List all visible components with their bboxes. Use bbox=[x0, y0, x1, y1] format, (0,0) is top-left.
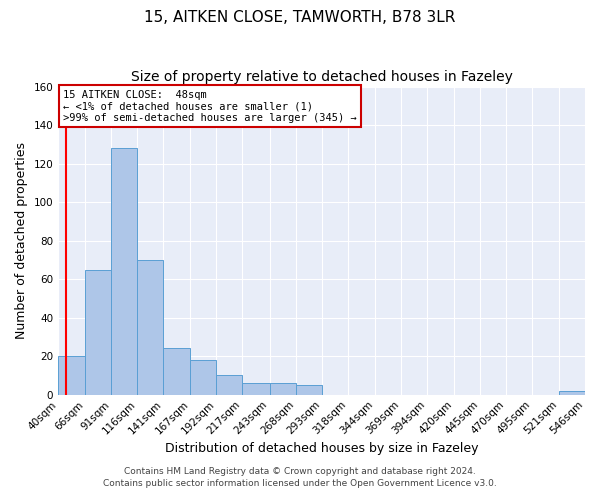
Bar bbox=[269, 383, 296, 394]
Title: Size of property relative to detached houses in Fazeley: Size of property relative to detached ho… bbox=[131, 70, 512, 84]
Y-axis label: Number of detached properties: Number of detached properties bbox=[15, 142, 28, 339]
Bar bbox=[163, 348, 190, 395]
X-axis label: Distribution of detached houses by size in Fazeley: Distribution of detached houses by size … bbox=[165, 442, 478, 455]
Bar bbox=[111, 148, 137, 394]
Text: Contains HM Land Registry data © Crown copyright and database right 2024.
Contai: Contains HM Land Registry data © Crown c… bbox=[103, 466, 497, 487]
Bar bbox=[242, 383, 269, 394]
Bar bbox=[58, 356, 85, 395]
Bar bbox=[85, 270, 111, 394]
Bar bbox=[559, 391, 585, 394]
Bar bbox=[137, 260, 163, 394]
Text: 15 AITKEN CLOSE:  48sqm
← <1% of detached houses are smaller (1)
>99% of semi-de: 15 AITKEN CLOSE: 48sqm ← <1% of detached… bbox=[64, 90, 357, 123]
Bar bbox=[217, 376, 242, 394]
Text: 15, AITKEN CLOSE, TAMWORTH, B78 3LR: 15, AITKEN CLOSE, TAMWORTH, B78 3LR bbox=[145, 10, 455, 25]
Bar bbox=[190, 360, 217, 394]
Bar bbox=[296, 385, 322, 394]
